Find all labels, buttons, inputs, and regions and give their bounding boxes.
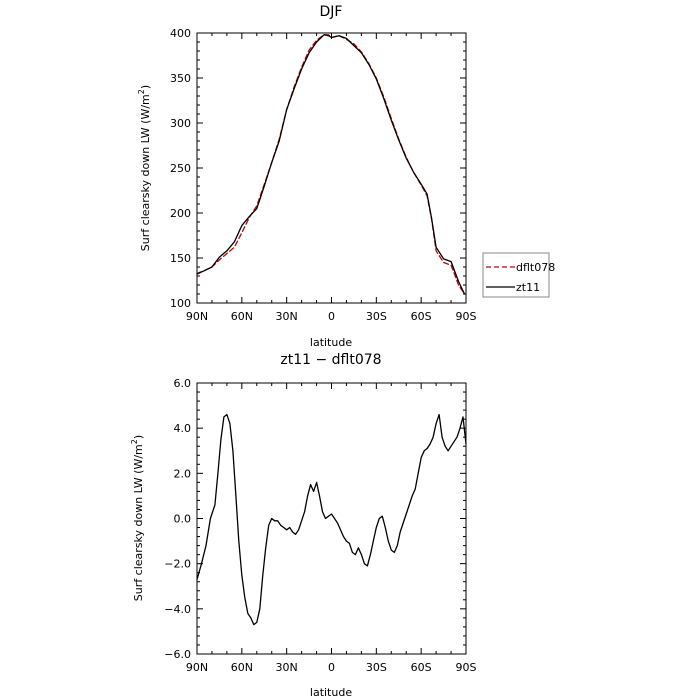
x-tick-label: 60N [231, 661, 253, 674]
top-panel-tick-labels: 90N 60N 30N 0 30S 60S 90S 100 150 200 250 300 350 400 [170, 27, 477, 323]
bottom-panel-tick-labels: 90N 60N 30N 0 30S 60S 90S −6.0 −4.0 −2.0 0.0 2.0 4.0… [164, 377, 476, 674]
y-tick-label: 250 [170, 162, 191, 175]
x-tick-label: 60S [411, 661, 432, 674]
top-panel-frame [196, 32, 467, 304]
y-tick-label: −4.0 [164, 603, 191, 616]
y-tick-label: 200 [170, 207, 191, 220]
legend: dflt078 zt11 [482, 252, 555, 298]
bottom-panel-title: zt11 − dflt078 [280, 352, 381, 368]
y-tick-label: 150 [170, 252, 191, 265]
y-tick-label: 6.0 [174, 377, 192, 390]
y-tick-label: 400 [170, 27, 191, 40]
legend-box [482, 252, 550, 298]
y-tick-label: 2.0 [174, 467, 192, 480]
y-tick-label: 100 [170, 297, 191, 310]
bottom-panel-frame [196, 382, 467, 655]
top-panel-title: DJF [320, 4, 343, 20]
x-tick-label: 30S [366, 310, 387, 323]
x-tick-label: 60S [411, 310, 432, 323]
x-tick-label: 90S [456, 310, 477, 323]
x-tick-label: 60N [231, 310, 253, 323]
top-panel-x-axis-label: latitude [310, 336, 352, 349]
x-tick-label: 30S [366, 661, 387, 674]
x-tick-label: 30N [276, 661, 298, 674]
legend-label-dflt078: dflt078 [516, 261, 555, 274]
x-tick-label: 90S [456, 661, 477, 674]
legend-label-zt11: zt11 [516, 281, 540, 294]
y-tick-label: −2.0 [164, 558, 191, 571]
y-tick-label: 300 [170, 117, 191, 130]
x-tick-label: 0 [328, 661, 335, 674]
top-panel-y-axis-label: Surf clearsky down LW (W/m2) [137, 85, 152, 251]
series-line-zt11 [196, 34, 466, 295]
bottom-panel-series [196, 413, 467, 626]
series-line-zt11-dflt078 [196, 413, 467, 626]
y-tick-label: −6.0 [164, 648, 191, 661]
top-panel: DJF latitude Surf clearsky down LW (W/m2… [137, 4, 477, 349]
bottom-panel-x-axis-label: latitude [310, 686, 352, 699]
x-tick-label: 90N [186, 310, 208, 323]
y-tick-label: 4.0 [174, 422, 192, 435]
x-tick-label: 30N [276, 310, 298, 323]
x-tick-label: 0 [328, 310, 335, 323]
x-tick-label: 90N [186, 661, 208, 674]
y-tick-label: 0.0 [174, 513, 192, 526]
y-tick-label: 350 [170, 72, 191, 85]
bottom-panel-y-axis-label: Surf clearsky down LW (W/m2) [130, 435, 145, 601]
bottom-panel: zt11 − dflt078 latitude Surf clearsky do… [130, 352, 477, 699]
top-panel-series [196, 34, 466, 295]
